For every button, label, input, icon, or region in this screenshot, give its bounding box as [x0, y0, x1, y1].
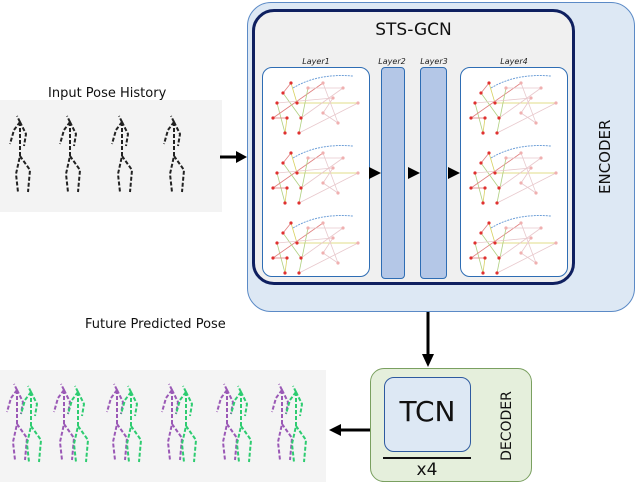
input-label: Input Pose History — [48, 86, 167, 101]
layer1-label: Layer1 — [302, 57, 330, 66]
skeleton-graph — [271, 215, 360, 275]
pose-skeleton — [120, 385, 143, 463]
tcn-box — [384, 377, 471, 452]
output-pose-image — [0, 370, 326, 482]
skeleton-graph — [271, 75, 360, 135]
pose-skeleton — [59, 115, 82, 193]
layer4-box — [460, 67, 568, 277]
pose-skeleton — [111, 115, 134, 193]
arrow-l3-l4 — [448, 167, 460, 179]
repeat-label: x4 — [416, 460, 438, 480]
skeleton-graph — [469, 215, 558, 275]
layer4-label: Layer4 — [500, 57, 528, 66]
output-label: Future Predicted Pose — [85, 317, 226, 332]
pose-skeleton — [230, 385, 253, 463]
arrow-encoder-to-decoder — [422, 312, 434, 367]
decoder-label: DECODER — [499, 391, 515, 461]
arrow-l2-l3 — [408, 167, 420, 179]
arrow-input-to-encoder — [220, 151, 247, 163]
pose-skeleton — [271, 383, 294, 461]
pose-skeleton — [106, 383, 129, 461]
pose-skeleton — [161, 383, 184, 461]
pose-skeleton — [67, 385, 90, 463]
encoder-label: ENCODER — [596, 119, 614, 194]
layer3-bar — [420, 67, 447, 279]
layer2-bar — [381, 67, 405, 279]
skeleton-graph — [469, 75, 558, 135]
pose-skeleton — [6, 383, 29, 461]
layer3-label: Layer3 — [420, 57, 448, 66]
layer1-graph — [271, 75, 360, 275]
stsgcn-title: STS-GCN — [375, 20, 452, 40]
skeleton-graph — [469, 145, 558, 205]
pose-skeleton — [9, 115, 32, 193]
arrow-decoder-to-output — [329, 424, 370, 436]
arrow-l1-l2 — [369, 167, 381, 179]
tcn-label: TCN — [399, 395, 456, 428]
repeat-line — [383, 457, 471, 459]
input-pose-image — [0, 100, 222, 212]
pose-skeleton — [53, 383, 76, 461]
skeleton-graph — [271, 145, 360, 205]
layer1-box — [262, 67, 370, 277]
pose-skeleton — [216, 383, 239, 461]
pose-skeleton — [285, 385, 308, 463]
pose-skeleton — [175, 385, 198, 463]
pose-skeleton — [163, 115, 186, 193]
layer2-label: Layer2 — [378, 57, 406, 66]
layer4-graph — [469, 75, 558, 275]
pose-skeleton — [20, 385, 43, 463]
